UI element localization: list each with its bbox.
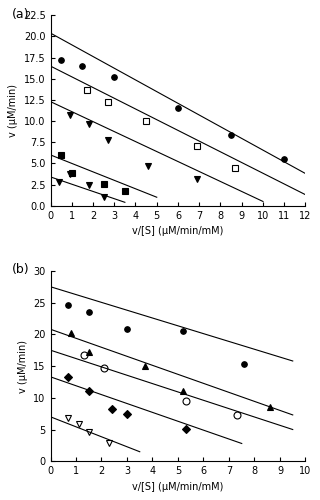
Y-axis label: v (μM/min): v (μM/min) <box>8 84 18 137</box>
Text: (b): (b) <box>12 264 30 276</box>
X-axis label: v/[S] (μM/min/mM): v/[S] (μM/min/mM) <box>132 226 224 236</box>
Text: (a): (a) <box>12 8 30 20</box>
Y-axis label: v (μM/min): v (μM/min) <box>18 340 28 392</box>
X-axis label: v/[S] (μM/min/mM): v/[S] (μM/min/mM) <box>132 482 224 492</box>
